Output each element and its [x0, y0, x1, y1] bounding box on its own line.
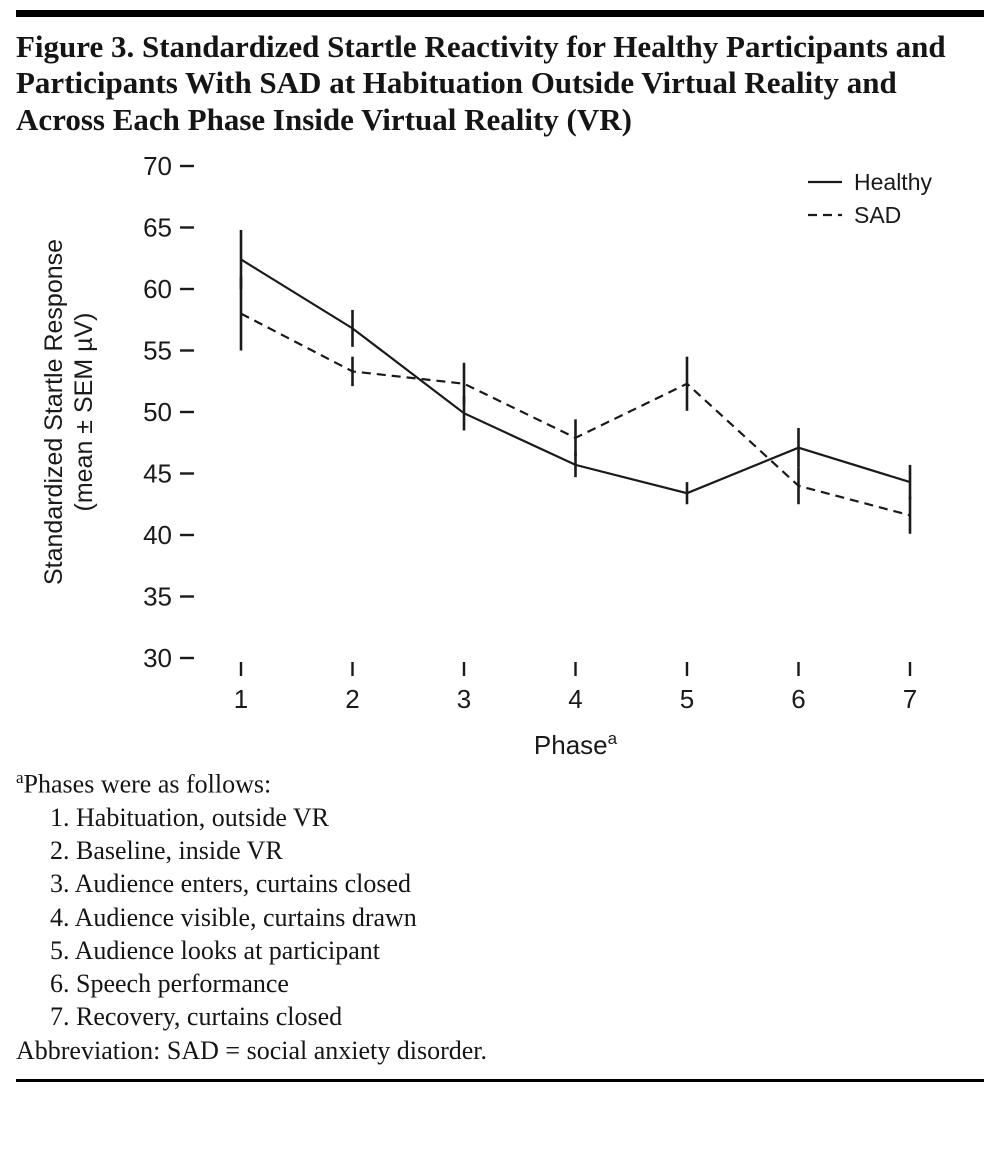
x-axis-ticks: 1 2 3 4 5 6 7 — [234, 661, 917, 714]
footnote-phase-item: 1. Habituation, outside VR — [50, 802, 330, 832]
footnote-phase-item: 3. Audience enters, curtains closed — [50, 869, 411, 899]
svg-text:Phasea: Phasea — [534, 729, 618, 760]
svg-text:30: 30 — [143, 643, 172, 673]
chart-legend: Healthy SAD — [808, 169, 932, 228]
footnote-phase-item: 2. Baseline, inside VR — [50, 835, 283, 865]
y-axis-label: Standardized Startle Response (mean ± SEM… — [40, 239, 98, 585]
abbreviation-note: Abbreviation: SAD = social anxiety disor… — [16, 1035, 488, 1065]
footnote-phase-item: 7. Recovery, curtains closed — [50, 1002, 343, 1032]
chart-canvas: Standardized Startle Response (mean ± SEM… — [40, 151, 932, 760]
svg-text:70: 70 — [143, 151, 172, 181]
footnote-phase-item: 4. Audience visible, curtains drawn — [50, 902, 417, 932]
svg-text:35: 35 — [143, 581, 172, 611]
x-axis-label: Phasea — [534, 729, 618, 760]
y-axis-ticks: 30 35 40 45 50 55 60 65 70 — [143, 151, 194, 673]
svg-text:1: 1 — [234, 684, 248, 714]
series-sad-line — [240, 312, 911, 517]
bottom-rule — [16, 1078, 984, 1082]
svg-text:60: 60 — [143, 274, 172, 304]
svg-text:50: 50 — [143, 397, 172, 427]
svg-text:Healthy: Healthy — [854, 169, 932, 195]
svg-text:65: 65 — [143, 212, 172, 242]
figure-title: Figure 3. Standardized Startle Reactivit… — [16, 29, 946, 137]
svg-text:(mean ± SEM µV): (mean ± SEM µV) — [70, 312, 98, 511]
series-healthy-line — [240, 258, 911, 495]
svg-text:7: 7 — [903, 684, 917, 714]
svg-text:4: 4 — [568, 684, 582, 714]
svg-text:2: 2 — [345, 684, 359, 714]
svg-text:SAD: SAD — [854, 202, 901, 228]
svg-text:55: 55 — [143, 335, 172, 365]
footnote-marker: a — [16, 767, 24, 787]
startle-chart: Standardized Startle Response (mean ± SEM… — [16, 140, 984, 765]
error-bars-healthy — [239, 229, 912, 505]
footnote-phase-item: 5. Audience looks at participant — [50, 935, 380, 965]
svg-text:40: 40 — [143, 520, 172, 550]
figure-footnotes: aPhases were as follows: 1. Habituation,… — [16, 767, 984, 1067]
svg-text:45: 45 — [143, 458, 172, 488]
footnote-phase-item: 6. Speech performance — [50, 969, 289, 999]
svg-text:5: 5 — [680, 684, 694, 714]
error-bars-sad — [239, 276, 912, 534]
svg-text:Standardized Startle Response: Standardized Startle Response — [40, 239, 68, 585]
footnote-intro: aPhases were as follows: — [16, 767, 272, 799]
top-rule — [16, 10, 984, 17]
svg-text:3: 3 — [457, 684, 471, 714]
svg-text:6: 6 — [791, 684, 805, 714]
